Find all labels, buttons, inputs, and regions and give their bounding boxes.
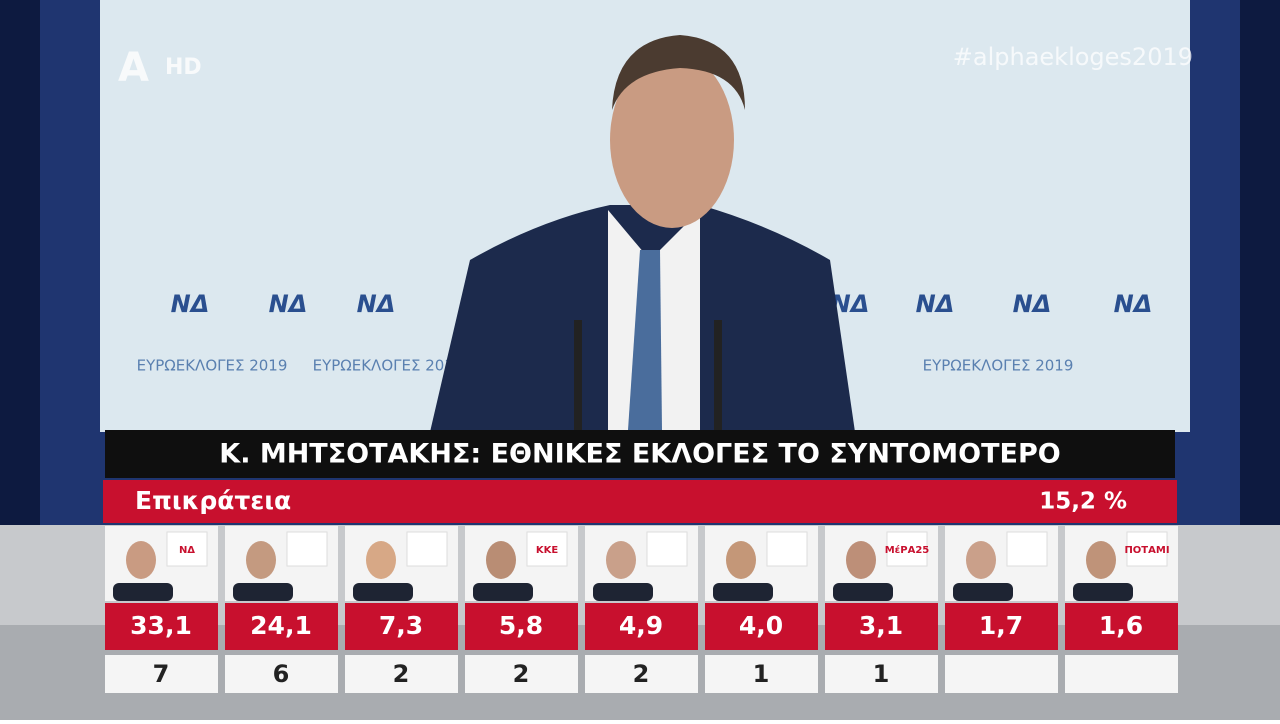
candidate-face [486,541,516,579]
percent: 33,1 [130,611,192,640]
counted: 15,2 % [1039,489,1127,515]
backdrop-logo: ΝΔ [171,290,210,318]
candidate-body [593,583,653,601]
candidate-face [366,541,396,579]
backdrop-logo: ΝΔ [357,290,396,318]
seats: 7 [153,660,170,688]
candidate-face [1086,541,1116,579]
headline: Κ. ΜΗΤΣΟΤΑΚΗΣ: ΕΘΝΙΚΕΣ ΕΚΛΟΓΕΣ ΤΟ ΣΥΝΤΟΜ… [219,439,1060,470]
candidate-face [726,541,756,579]
candidate-body [233,583,293,601]
percent: 7,3 [379,611,423,640]
party-logo: ΚΚΕ [536,545,558,556]
party-logo-box [886,531,928,567]
percent-box [225,603,338,650]
backdrop-event: ΕΥΡΩΕΚΛΟΓΕΣ 2019 [923,357,1074,375]
percent-box [105,603,218,650]
party-logo: ΠΟΤΑΜΙ [1124,545,1169,556]
candidate-face [606,541,636,579]
party-logo-box [166,531,208,567]
channel-logo: HD [165,55,202,80]
region: Επικράτεια [135,486,291,515]
percent: 1,6 [1099,611,1143,640]
backdrop-logo: ΝΔ [1114,290,1153,318]
seats-box [345,655,458,693]
party-logo: ΜέΡΑ25 [885,544,930,556]
party-logo: ΝΔ [179,545,195,556]
seats: 6 [273,660,290,688]
backdrop-logo: ΝΔ [1013,290,1052,318]
frame-right [1240,0,1280,525]
candidate-body [953,583,1013,601]
seats-box [1065,655,1178,693]
percent-box [345,603,458,650]
seats: 2 [393,660,410,688]
party-logo-box [526,531,568,567]
candidate-body [113,583,173,601]
candidate-body [1073,583,1133,601]
seats: 2 [513,660,530,688]
percent-box [465,603,578,650]
seats-box [945,655,1058,693]
candidate-face [246,541,276,579]
seats-box [465,655,578,693]
percent: 4,9 [619,611,663,640]
candidate-face [966,541,996,579]
party-logo-box [766,531,808,567]
seats-box [585,655,698,693]
seats: 1 [873,660,890,688]
hashtag: #alphaekloges2019 [953,43,1193,71]
seats-box [825,655,938,693]
party-logo-box [406,531,448,567]
backdrop-event: ΕΥΡΩΕΚΛΟΓΕΣ 2019 [137,357,288,375]
percent: 3,1 [859,611,903,640]
percent-box [945,603,1058,650]
seats-box [225,655,338,693]
headline-bar [105,430,1175,478]
frame-left [0,0,40,525]
party-logo-box [1006,531,1048,567]
seats: 1 [753,660,770,688]
seats-box [105,655,218,693]
percent: 4,0 [739,611,783,640]
results-bar [103,480,1177,523]
candidate-body [353,583,413,601]
party-logo-box [1126,531,1168,567]
backdrop-logo: ΝΔ [269,290,308,318]
channel-a: Α [118,45,149,91]
party-cards: ΝΔ 33,1 7 24,1 6 7,3 2 ΚΚΕ 5,8 2 4,9 2 4,0 1 ΜέΡΑ25 3,1… [105,526,1178,693]
seats-box [705,655,818,693]
candidate-face [126,541,156,579]
percent-box [585,603,698,650]
percent: 5,8 [499,611,543,640]
candidate-body [713,583,773,601]
percent-box [705,603,818,650]
seats: 2 [633,660,650,688]
party-logo-box [286,531,328,567]
candidate-body [833,583,893,601]
percent: 24,1 [250,611,312,640]
candidate-body [473,583,533,601]
percent-box [1065,603,1178,650]
backdrop-logo: ΝΔ [916,290,955,318]
percent: 1,7 [979,611,1023,640]
speaker [430,35,855,432]
candidate-face [846,541,876,579]
percent-box [825,603,938,650]
party-logo-box [646,531,688,567]
backdrop-event: ΕΥΡΩΕΚΛΟΓΕΣ 2019 [313,357,464,375]
